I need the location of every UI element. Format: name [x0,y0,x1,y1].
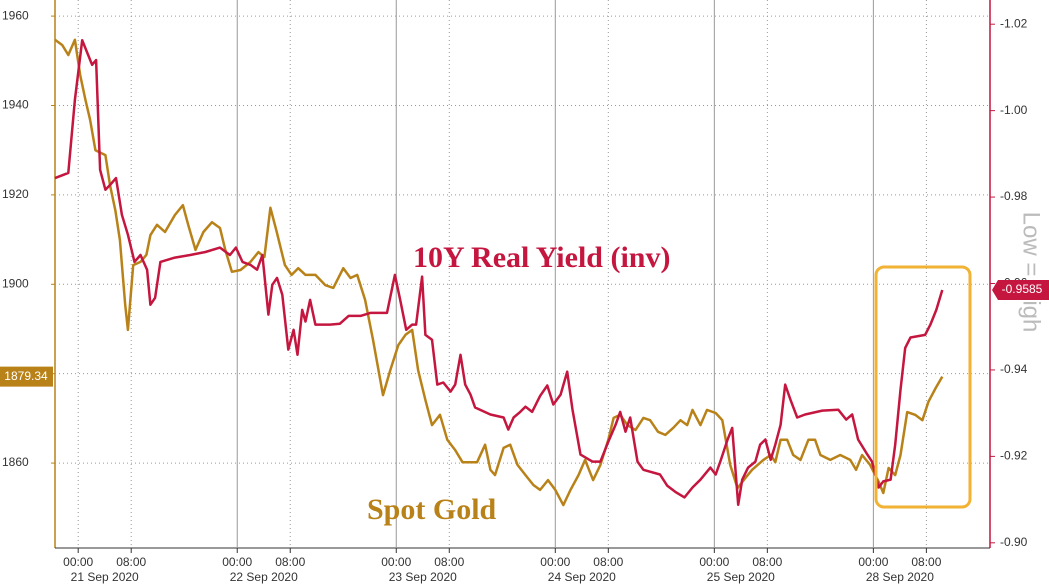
x-tick-label: 00:00 [858,555,888,569]
x-day-label: 25 Sep 2020 [707,570,775,584]
x-tick-label: 08:00 [434,555,464,569]
last-value-label: -0.9585 [1002,282,1043,296]
x-day-label: 24 Sep 2020 [548,570,616,584]
x-tick-label: 08:00 [116,555,146,569]
x-tick-label: 08:00 [752,555,782,569]
x-day-label: 22 Sep 2020 [230,570,298,584]
data-line [54,38,944,507]
line-layer [54,38,944,507]
y2-tick-label: -0.90 [1000,535,1028,549]
x-tick-label: 00:00 [222,555,252,569]
x-day-label: 28 Sep 2020 [866,570,934,584]
data-line [54,38,944,507]
x-tick-label: 00:00 [381,555,411,569]
x-day-label: 23 Sep 2020 [389,570,457,584]
y-tick-label: 1940 [2,98,29,112]
x-tick-label: 00:00 [699,555,729,569]
label-layer: 1879.34 -0.9585 [0,279,1049,387]
x-tick-label: 08:00 [593,555,623,569]
highlight-box [874,265,972,509]
x-tick-label: 08:00 [911,555,941,569]
last-value-label: 1879.34 [4,369,48,383]
x-tick-label: 00:00 [540,555,570,569]
y-tick-label: 1900 [2,276,29,290]
x-tick-label: 00:00 [63,555,93,569]
last-value-box [992,279,1049,300]
y-tick-label: 1860 [2,455,29,469]
y2-tick-label: -0.94 [1000,362,1028,376]
grid-layer: 186018801900192019401960-1.02-1.00-0.98-… [2,0,1028,584]
annotation: 10Y Real Yield (inv) [413,241,670,274]
x-day-label: 21 Sep 2020 [71,570,139,584]
y2-tick-label: -1.00 [1000,103,1028,117]
annotation: Spot Gold [367,493,497,526]
last-value-box [0,366,53,387]
y-tick-label: 1960 [2,8,29,22]
x-tick-label: 08:00 [275,555,305,569]
y2-tick-label: -0.98 [1000,189,1028,203]
y2-tick-label: -0.92 [1000,449,1028,463]
y-tick-label: 1920 [2,187,29,201]
y2-tick-label: -1.02 [1000,16,1028,30]
annotation: Low = High [1018,212,1045,333]
